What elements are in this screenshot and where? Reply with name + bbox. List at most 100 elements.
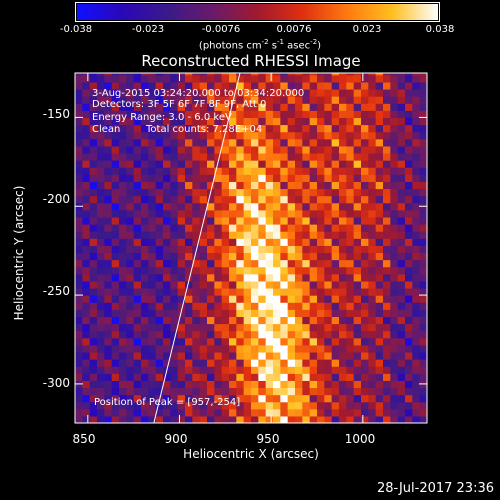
heatmap-cell xyxy=(258,167,267,175)
heatmap-cell xyxy=(89,103,98,111)
heatmap-cell xyxy=(317,209,325,218)
heatmap-cell xyxy=(265,145,274,154)
heatmap-cell xyxy=(163,167,171,175)
heatmap-cell xyxy=(390,380,399,389)
heatmap-cell xyxy=(192,209,201,218)
heatmap-cell xyxy=(185,188,193,197)
heatmap-cell xyxy=(207,280,215,289)
heatmap-cell xyxy=(163,302,171,310)
heatmap-cell xyxy=(104,231,113,239)
heatmap-cell xyxy=(148,167,157,175)
heatmap-cell xyxy=(251,174,259,182)
heatmap-cell xyxy=(265,188,274,197)
heatmap-cell xyxy=(419,174,427,182)
heatmap-cell xyxy=(133,330,142,339)
heatmap-cell xyxy=(353,387,362,396)
heatmap-cell xyxy=(339,287,347,296)
heatmap-cell xyxy=(185,131,193,140)
heatmap-cell xyxy=(75,73,83,76)
heatmap-cell xyxy=(148,252,157,261)
heatmap-cell xyxy=(383,273,391,282)
heatmap-cell xyxy=(397,394,406,403)
heatmap-cell xyxy=(324,103,333,111)
heatmap-cell xyxy=(75,351,83,360)
heatmap-cell xyxy=(177,209,186,218)
heatmap-cell xyxy=(111,323,120,332)
heatmap-cell xyxy=(141,287,149,296)
heatmap-cell xyxy=(236,167,245,175)
heatmap-cell xyxy=(346,188,355,197)
heatmap-cell xyxy=(75,188,83,197)
heatmap-cell xyxy=(273,394,281,403)
heatmap-cell xyxy=(229,202,237,211)
heatmap-cell xyxy=(390,138,399,147)
heatmap-cell xyxy=(265,110,274,119)
heatmap-cell xyxy=(126,287,135,296)
heatmap-cell xyxy=(155,231,164,239)
heatmap-cell xyxy=(273,252,281,261)
heatmap-cell xyxy=(177,73,186,76)
detectors-text: Detectors: 3F 5F 6F 7F 8F 9F, Att 0 xyxy=(92,99,267,110)
heatmap-cell xyxy=(287,394,296,403)
heatmap-cell xyxy=(383,195,391,204)
heatmap-cell xyxy=(287,131,296,140)
heatmap-cell xyxy=(97,131,105,140)
heatmap-cell xyxy=(97,394,105,403)
heatmap-cell xyxy=(207,387,215,396)
heatmap-cell xyxy=(302,337,311,346)
heatmap-cell xyxy=(309,174,318,182)
heatmap-cell xyxy=(383,373,391,381)
heatmap-cell xyxy=(111,287,120,296)
heatmap-cell xyxy=(141,351,149,360)
heatmap-cell xyxy=(258,124,267,133)
heatmap-cell xyxy=(243,273,252,282)
heatmap-cell xyxy=(317,408,325,417)
heatmap-cell xyxy=(317,359,325,367)
heatmap-cell xyxy=(390,344,399,353)
heatmap-cell xyxy=(287,202,296,211)
heatmap-cell xyxy=(375,202,384,211)
heatmap-cell xyxy=(419,103,427,111)
heatmap-cell xyxy=(155,323,164,332)
heatmap-cell xyxy=(170,287,179,296)
heatmap-cell xyxy=(324,259,333,268)
heatmap-cell xyxy=(170,245,179,254)
heatmap-cell xyxy=(302,181,311,190)
heatmap-cell xyxy=(265,259,274,268)
heatmap-cell xyxy=(185,295,193,303)
heatmap-cell xyxy=(97,174,105,182)
heatmap-cell xyxy=(368,124,377,133)
heatmap-cell xyxy=(141,152,149,161)
heatmap-cell xyxy=(148,224,157,232)
heatmap-cell xyxy=(214,96,223,104)
heatmap-cell xyxy=(141,74,149,83)
heatmap-cell xyxy=(82,252,91,261)
heatmap-cell xyxy=(361,74,369,83)
heatmap-cell xyxy=(361,394,369,403)
heatmap-cell xyxy=(273,330,281,339)
heatmap-cell xyxy=(89,259,98,268)
heatmap-cell xyxy=(236,337,245,346)
heatmap-cell xyxy=(280,415,289,423)
heatmap-cell xyxy=(82,174,91,182)
heatmap-cell xyxy=(89,408,98,417)
heatmap-cell xyxy=(353,117,362,126)
heatmap-cell xyxy=(251,167,259,175)
heatmap-cell xyxy=(419,387,427,396)
heatmap-cell xyxy=(126,366,135,374)
heatmap-cell xyxy=(163,152,171,161)
heatmap-cell xyxy=(236,273,245,282)
heatmap-cell xyxy=(126,124,135,133)
heatmap-cell xyxy=(229,145,237,154)
heatmap-cell xyxy=(258,160,267,168)
heatmap-cell xyxy=(383,88,391,97)
heatmap-cell xyxy=(287,81,296,90)
heatmap-cell xyxy=(155,188,164,197)
heatmap-cell xyxy=(111,181,120,190)
heatmap-cell xyxy=(221,302,230,310)
heatmap-cell xyxy=(163,387,171,396)
heatmap-cell xyxy=(148,238,157,246)
heatmap-cell xyxy=(97,323,105,332)
heatmap-cell xyxy=(155,117,164,126)
heatmap-cell xyxy=(163,266,171,275)
